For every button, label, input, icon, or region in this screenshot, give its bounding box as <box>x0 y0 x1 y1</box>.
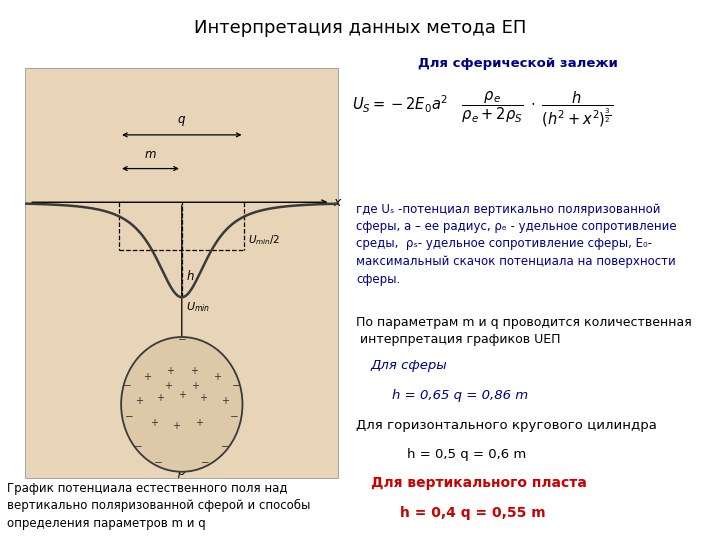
Text: +: + <box>172 421 180 431</box>
Text: +: + <box>156 393 164 403</box>
Text: +: + <box>199 393 207 403</box>
Text: $m$: $m$ <box>144 148 157 161</box>
Text: $U_{min}$: $U_{min}$ <box>186 300 211 314</box>
Text: $q$: $q$ <box>177 113 186 127</box>
Text: где Uₛ -потенциал вертикально поляризованной
сферы, a – ее радиус, ρₑ - удельное: где Uₛ -потенциал вертикально поляризова… <box>356 202 677 286</box>
Text: $U_S = -2E_0a^2 \quad \dfrac{\rho_e}{\rho_e + 2\rho_S} \;\cdot\; \dfrac{h}{(h^2+: $U_S = -2E_0a^2 \quad \dfrac{\rho_e}{\rh… <box>352 89 613 129</box>
Text: −: − <box>230 411 239 422</box>
Text: По параметрам m и q проводится количественная
 интерпретация графиков UЕП: По параметрам m и q проводится количеств… <box>356 316 692 346</box>
Text: −: − <box>125 411 133 422</box>
Text: h = 0,4 q = 0,55 m: h = 0,4 q = 0,55 m <box>400 506 545 520</box>
Text: +: + <box>195 418 204 428</box>
Text: −: − <box>201 457 210 468</box>
Text: График потенциала естественного поля над
вертикально поляризованной сферой и спо: График потенциала естественного поля над… <box>7 482 310 530</box>
Text: $h$: $h$ <box>186 269 195 283</box>
Text: +: + <box>189 366 197 376</box>
Text: Для вертикального пласта: Для вертикального пласта <box>371 476 587 490</box>
Text: Для сферы: Для сферы <box>371 359 448 372</box>
Text: +: + <box>143 372 150 382</box>
Text: +: + <box>213 372 221 382</box>
Text: Для сферической залежи: Для сферической залежи <box>418 57 618 70</box>
Bar <box>25 68 338 478</box>
Text: −: − <box>135 442 143 453</box>
Text: +: + <box>164 381 172 391</box>
Text: −: − <box>154 457 163 468</box>
Text: −: − <box>122 381 131 391</box>
Text: −: − <box>220 442 229 453</box>
Ellipse shape <box>121 337 243 472</box>
Text: $p$: $p$ <box>177 465 186 480</box>
Text: −: − <box>177 335 186 345</box>
Text: $U_{min}/2$: $U_{min}/2$ <box>248 233 281 247</box>
Text: −: − <box>233 381 241 391</box>
Text: +: + <box>178 390 186 400</box>
Text: +: + <box>150 418 158 428</box>
Text: +: + <box>135 396 143 406</box>
Text: h = 0,65 q = 0,86 m: h = 0,65 q = 0,86 m <box>392 389 528 402</box>
Text: +: + <box>221 396 229 406</box>
Text: +: + <box>166 366 174 376</box>
Text: Для горизонтального кругового цилиндра: Для горизонтального кругового цилиндра <box>356 418 657 431</box>
Text: Интерпретация данных метода ЕП: Интерпретация данных метода ЕП <box>194 19 526 37</box>
Text: $x$: $x$ <box>333 196 342 209</box>
Text: +: + <box>192 381 199 391</box>
Text: h = 0,5 q = 0,6 m: h = 0,5 q = 0,6 m <box>407 448 526 461</box>
